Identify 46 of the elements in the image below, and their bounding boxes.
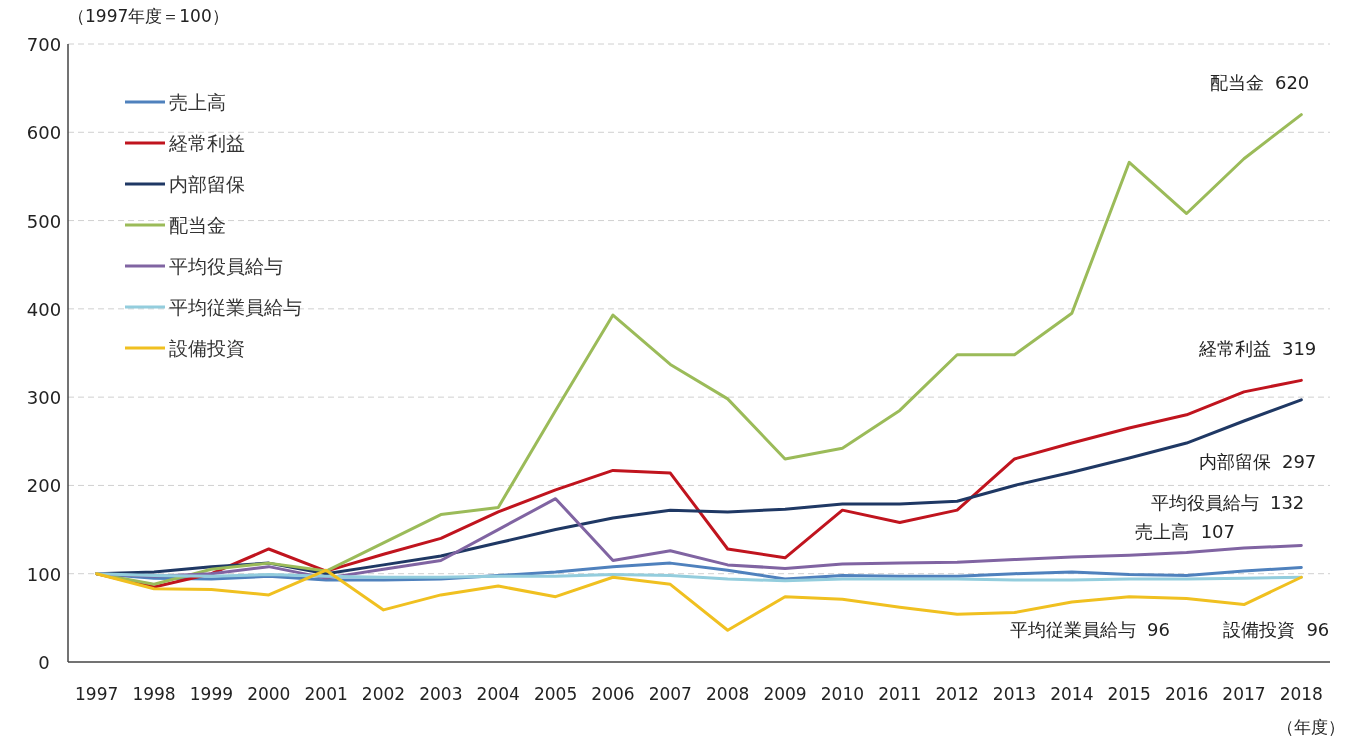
- annotation: 内部留保 297: [1198, 450, 1317, 472]
- y-tick-label: 600: [26, 122, 62, 144]
- legend-label: 売上高: [169, 91, 226, 113]
- x-tick-label: 2013: [992, 684, 1037, 704]
- x-tick-label: 2004: [476, 684, 520, 704]
- legend-label: 内部留保: [169, 173, 245, 195]
- x-axis-title: （年度）: [1277, 717, 1345, 737]
- y-tick-label: 200: [26, 475, 62, 497]
- x-tick-label: 2003: [419, 684, 463, 704]
- x-tick-label: 2006: [591, 684, 635, 704]
- y-tick-label: 300: [26, 387, 62, 409]
- legend-label: 設備投資: [169, 337, 245, 359]
- y-tick-label: 500: [26, 210, 62, 232]
- x-tick-label: 2010: [820, 684, 865, 704]
- x-tick-label: 2016: [1164, 684, 1209, 704]
- legend-label: 平均従業員給与: [169, 296, 302, 318]
- legend-label: 経常利益: [168, 132, 245, 154]
- x-tick-label: 2007: [648, 684, 692, 704]
- x-tick-label: 2009: [763, 684, 807, 704]
- x-tick-label: 1997: [75, 684, 119, 704]
- x-tick-label: 2002: [361, 684, 406, 704]
- annotation: 設備投資 96: [1222, 619, 1330, 641]
- annotation: 平均従業員給与 96: [1009, 619, 1170, 640]
- annotation: 平均役員給与 132: [1150, 492, 1305, 514]
- x-tick-label: 2017: [1222, 684, 1266, 704]
- legend-label: 配当金: [169, 214, 226, 236]
- x-tick-label: 1999: [189, 684, 234, 704]
- y-tick-label: 700: [26, 34, 62, 55]
- x-tick-label: 2005: [533, 684, 578, 704]
- x-tick-label: 2018: [1279, 684, 1323, 704]
- x-tick-label: 2000: [247, 684, 291, 704]
- y-axis-title: （1997年度＝100）: [68, 6, 229, 26]
- x-tick-label: 1998: [132, 684, 176, 704]
- annotation: 経常利益 319: [1197, 338, 1317, 360]
- x-tick-label: 2015: [1107, 684, 1151, 704]
- x-tick-label: 2011: [878, 684, 922, 704]
- x-tick-label: 2001: [304, 684, 348, 704]
- annotation: 配当金 620: [1209, 71, 1310, 93]
- x-tick-label: 2012: [935, 684, 979, 704]
- y-tick-label: 100: [26, 563, 62, 585]
- x-tick-label: 2008: [706, 684, 750, 704]
- x-tick-label: 2014: [1050, 684, 1094, 704]
- annotation: 売上高 107: [1135, 521, 1235, 542]
- y-tick-label: 0: [38, 652, 50, 673]
- legend-label: 平均役員給与: [169, 255, 283, 277]
- y-tick-label: 400: [26, 298, 62, 320]
